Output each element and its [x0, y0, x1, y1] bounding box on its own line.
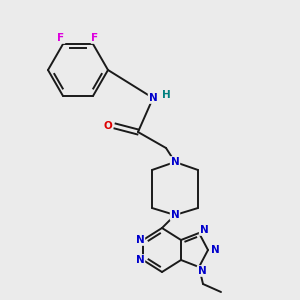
Text: N: N — [198, 266, 206, 276]
Text: N: N — [171, 210, 179, 220]
Text: F: F — [57, 33, 64, 43]
Text: N: N — [148, 93, 158, 103]
Text: H: H — [162, 90, 170, 100]
Text: N: N — [136, 255, 144, 265]
Text: F: F — [92, 33, 99, 43]
Text: O: O — [103, 121, 112, 131]
Text: N: N — [136, 235, 144, 245]
Text: N: N — [211, 245, 219, 255]
Text: N: N — [171, 157, 179, 167]
Text: N: N — [200, 225, 208, 235]
